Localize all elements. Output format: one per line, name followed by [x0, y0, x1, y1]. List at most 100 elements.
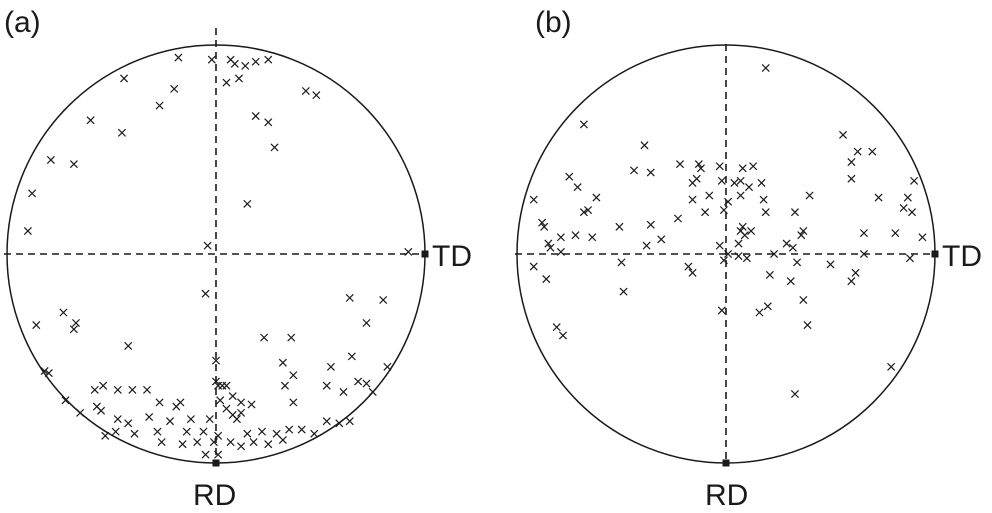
data-point-b-41: [719, 206, 728, 215]
data-point-b-7: [847, 158, 856, 167]
data-point-b-48: [646, 220, 655, 229]
data-point-a-6: [241, 61, 250, 70]
data-point-a-71: [97, 406, 106, 415]
data-point-a-73: [237, 408, 246, 417]
data-point-a-51: [322, 381, 331, 390]
data-point-b-23: [757, 178, 766, 187]
data-point-a-14: [155, 101, 164, 110]
panel-label-a: (a): [4, 6, 41, 39]
data-point-a-52: [354, 377, 363, 386]
data-point-b-91: [763, 302, 772, 311]
data-point-a-69: [237, 398, 246, 407]
data-point-a-29: [379, 295, 388, 305]
data-point-a-8: [120, 74, 129, 83]
data-point-b-74: [770, 249, 779, 259]
data-point-b-54: [799, 226, 808, 236]
data-point-a-20: [46, 155, 55, 164]
data-point-a-16: [117, 128, 126, 137]
data-point-a-35: [124, 341, 133, 350]
data-point-b-33: [759, 195, 768, 204]
data-point-a-107: [278, 435, 287, 445]
data-point-b-52: [747, 226, 756, 236]
data-point-b-97: [887, 362, 896, 371]
data-point-b-2: [579, 120, 588, 129]
data-point-a-41: [326, 362, 335, 371]
data-point-a-9: [170, 84, 179, 93]
data-point-a-37: [287, 333, 296, 342]
data-point-a-4: [230, 59, 239, 68]
data-point-b-68: [642, 241, 651, 250]
data-point-a-106: [264, 440, 273, 449]
rd-axis-label-b: RD: [705, 479, 748, 512]
data-point-a-19: [270, 143, 279, 152]
data-point-a-97: [310, 429, 319, 438]
pole-figure-a: (a) TD RD: [4, 6, 472, 512]
data-point-b-81: [826, 260, 835, 269]
data-point-a-87: [130, 429, 139, 438]
data-point-b-78: [719, 256, 728, 265]
data-point-a-100: [178, 440, 187, 449]
data-points-b: [529, 63, 927, 399]
data-point-a-98: [101, 431, 110, 440]
data-point-a-75: [222, 404, 231, 413]
data-point-a-39: [211, 356, 221, 365]
data-point-a-99: [157, 438, 166, 447]
data-point-b-40: [584, 206, 593, 215]
data-point-b-59: [556, 233, 565, 242]
data-point-b-53: [740, 231, 749, 240]
data-point-a-101: [193, 438, 202, 447]
data-point-a-61: [228, 392, 237, 401]
data-point-b-28: [736, 191, 745, 200]
data-point-b-37: [899, 203, 908, 213]
data-point-b-93: [717, 306, 726, 315]
data-point-a-15: [86, 116, 95, 125]
data-point-b-27: [705, 191, 714, 200]
data-point-b-13: [696, 164, 705, 173]
data-point-a-28: [345, 293, 354, 302]
data-point-b-92: [755, 308, 764, 317]
data-point-b-76: [859, 249, 868, 259]
data-point-a-96: [297, 425, 306, 434]
data-point-b-10: [646, 168, 655, 177]
data-point-a-17: [251, 112, 260, 121]
data-point-b-18: [688, 178, 697, 187]
data-point-a-105: [249, 438, 258, 447]
data-point-b-56: [859, 229, 868, 238]
data-point-a-24: [23, 226, 32, 236]
data-point-a-2: [207, 55, 216, 64]
data-point-a-90: [199, 427, 208, 436]
data-point-a-32: [69, 325, 78, 334]
data-point-a-63: [289, 398, 298, 407]
data-point-b-45: [538, 218, 547, 227]
rd-axis-label-a: RD: [193, 479, 236, 512]
data-point-a-91: [214, 431, 223, 440]
data-point-a-94: [272, 429, 281, 438]
data-point-b-51: [738, 222, 747, 231]
data-point-b-30: [592, 193, 601, 202]
data-point-b-80: [529, 262, 538, 271]
data-point-b-11: [675, 160, 685, 169]
data-point-b-3: [839, 130, 848, 139]
data-point-b-95: [552, 323, 561, 332]
data-point-b-21: [736, 176, 745, 185]
data-point-a-83: [322, 417, 331, 426]
data-point-b-24: [847, 174, 856, 183]
data-point-b-14: [715, 162, 724, 171]
data-point-a-13: [312, 91, 321, 100]
data-point-a-50: [280, 381, 289, 390]
data-point-b-31: [688, 195, 697, 204]
data-point-b-98: [790, 390, 799, 399]
data-point-a-78: [145, 412, 154, 422]
data-point-b-49: [673, 214, 682, 223]
data-point-a-49: [222, 381, 231, 390]
data-point-a-42: [40, 367, 49, 376]
data-point-b-89: [619, 287, 628, 296]
data-point-a-36: [260, 333, 269, 342]
data-point-a-92: [243, 429, 252, 438]
data-point-a-56: [128, 385, 137, 394]
data-point-a-68: [176, 398, 185, 407]
data-point-b-66: [788, 243, 797, 252]
data-point-b-58: [918, 233, 927, 242]
data-point-b-36: [903, 193, 912, 202]
